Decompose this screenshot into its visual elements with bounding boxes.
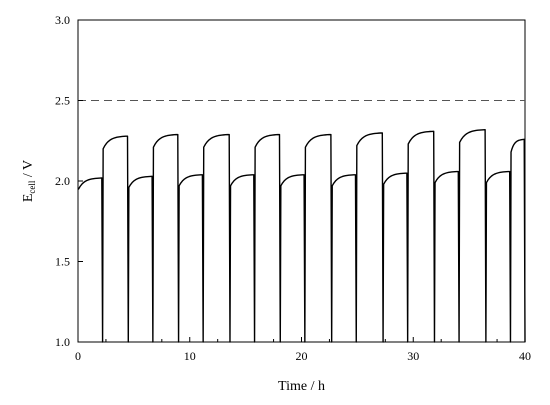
y-axis-title: Ecell / V	[21, 160, 37, 202]
x-tick-label: 40	[519, 349, 531, 363]
x-axis-title: Time / h	[278, 379, 325, 394]
y-tick-label: 3.0	[55, 13, 70, 27]
x-tick-label: 10	[184, 349, 196, 363]
x-tick-label: 0	[75, 349, 81, 363]
y-tick-label: 1.5	[55, 255, 70, 269]
x-tick-label: 20	[296, 349, 308, 363]
x-axis: 0 10 20 30 40	[75, 337, 531, 363]
x-tick-label: 30	[407, 349, 419, 363]
y-axis: 1.0 1.5 2.0 2.5 3.0	[55, 13, 83, 349]
y-tick-label: 2.0	[55, 174, 70, 188]
y-tick-label: 1.0	[55, 335, 70, 349]
y-tick-label: 2.5	[55, 94, 70, 108]
series-line	[77, 129, 526, 343]
